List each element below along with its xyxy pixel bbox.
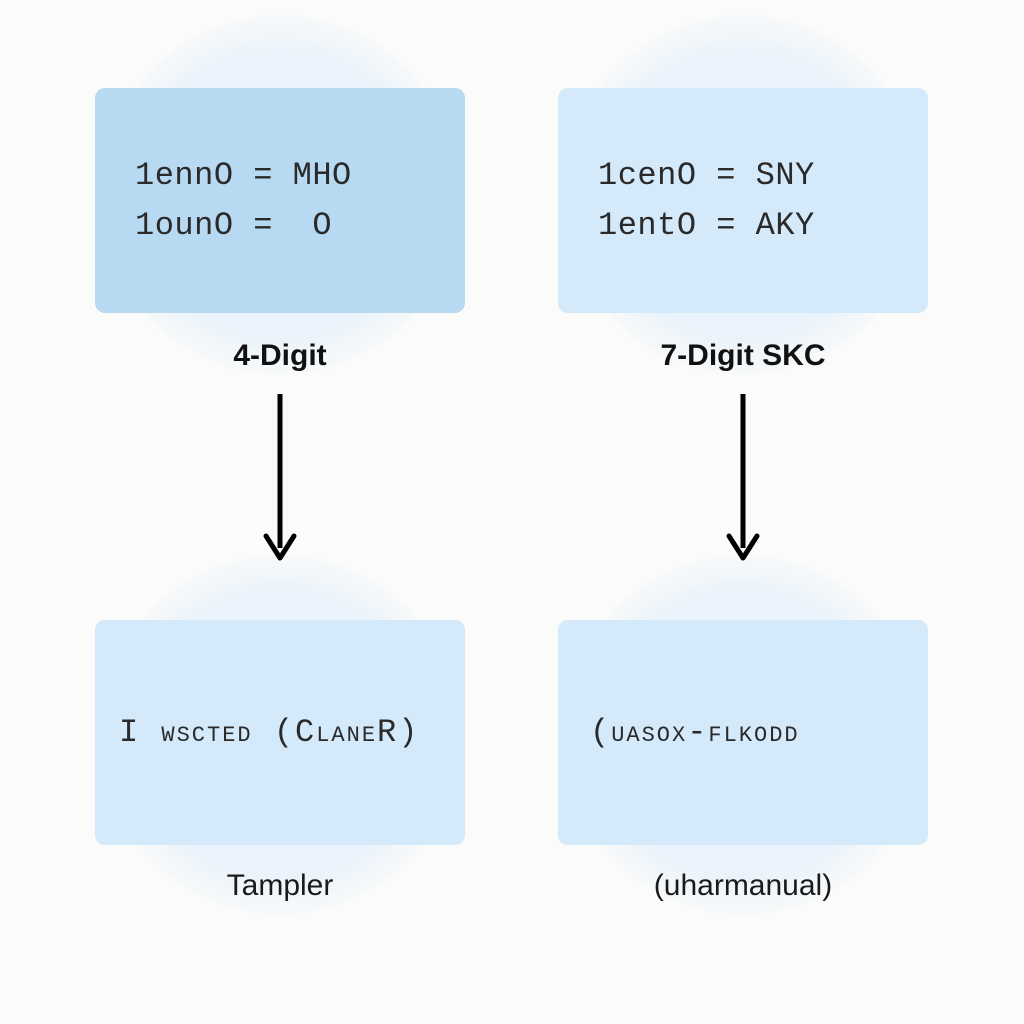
code-line: 1ennO = MHO [135, 151, 425, 201]
node-label-top-right: 7-Digit SKC [661, 339, 826, 373]
arrow-right [721, 388, 765, 578]
diagram-canvas: 1ennO = MHO 1ounO = O 4-Digit 1cenO = SN… [0, 0, 1024, 1024]
node-top-left: 1ennO = MHO 1ounO = O 4-Digit [95, 88, 465, 373]
node-bottom-right: (uasox-flkodd (uharmanual) [558, 620, 928, 903]
node-label-bottom-right: (uharmanual) [654, 869, 832, 903]
code-box-bottom-right: (uasox-flkodd [558, 620, 928, 845]
code-line: 1entO = AKY [598, 201, 888, 251]
node-top-right: 1cenO = SNY 1entO = AKY 7-Digit SKC [558, 88, 928, 373]
code-box-top-left: 1ennO = MHO 1ounO = O [95, 88, 465, 313]
node-bottom-left: I wscted (ClaneR) Tampler [95, 620, 465, 903]
code-line: I wscted (ClaneR) [119, 708, 441, 758]
code-line: (uasox-flkodd [590, 708, 896, 758]
code-box-top-right: 1cenO = SNY 1entO = AKY [558, 88, 928, 313]
arrow-left [258, 388, 302, 578]
code-line: 1cenO = SNY [598, 151, 888, 201]
code-line: 1ounO = O [135, 201, 425, 251]
node-label-top-left: 4-Digit [233, 339, 326, 373]
node-label-bottom-left: Tampler [227, 869, 334, 903]
code-box-bottom-left: I wscted (ClaneR) [95, 620, 465, 845]
